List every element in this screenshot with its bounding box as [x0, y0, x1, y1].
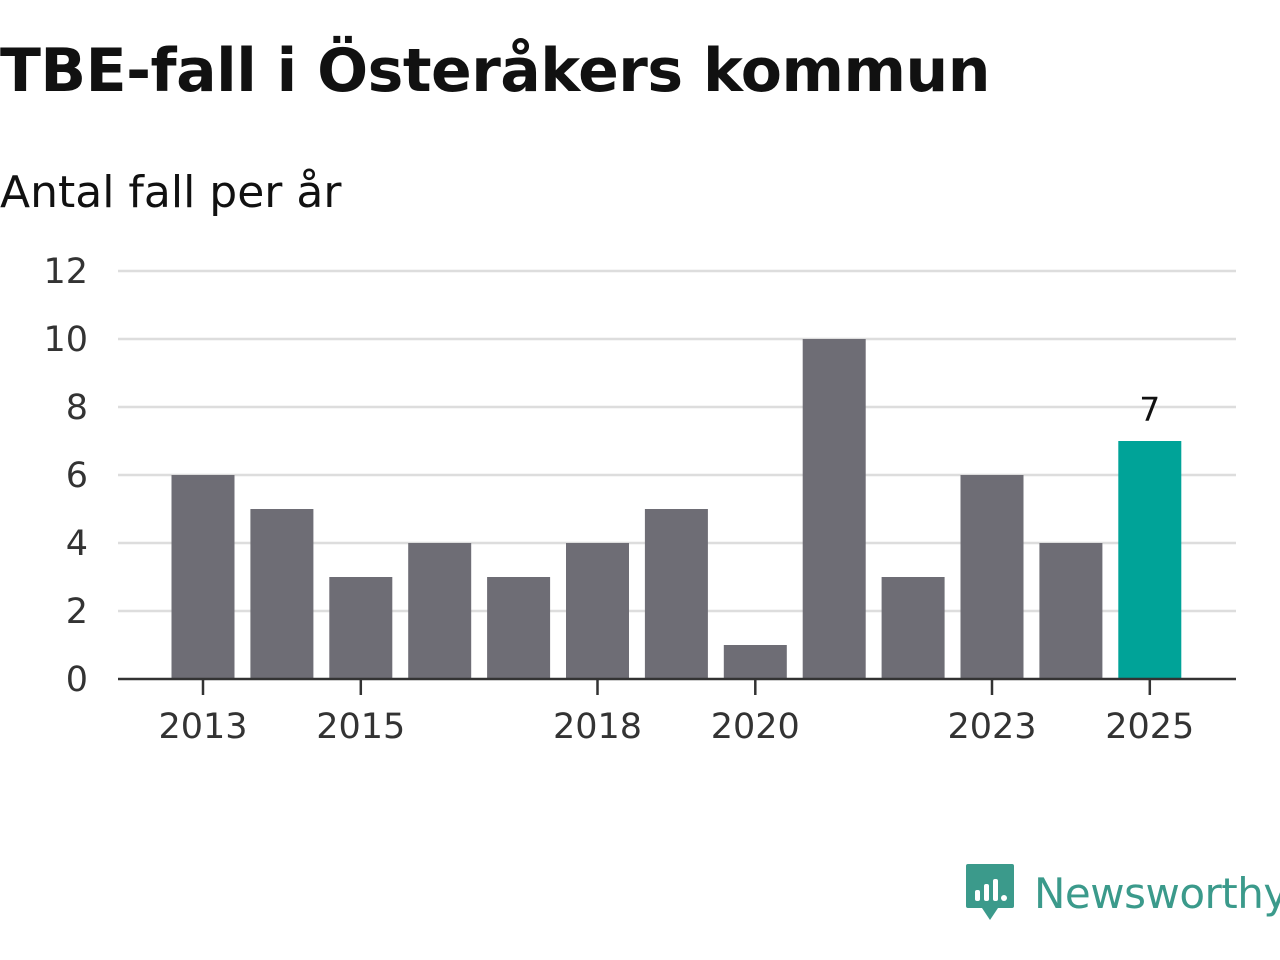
brand-logo: Newsworthy — [964, 862, 1280, 924]
bar-2023 — [960, 475, 1024, 679]
bar-2022 — [881, 577, 945, 679]
bar-2020 — [723, 645, 787, 679]
bar-2015 — [329, 577, 393, 679]
x-tick-label: 2020 — [711, 707, 800, 747]
bar-2024 — [1039, 543, 1103, 679]
y-tick-label: 12 — [43, 252, 88, 292]
newsworthy-logo-icon — [966, 864, 1014, 920]
y-tick-label: 0 — [66, 660, 88, 700]
data-label-2025: 7 — [1139, 390, 1160, 429]
y-tick-label: 10 — [43, 320, 88, 360]
y-tick-label: 4 — [66, 524, 88, 564]
bar-2013 — [171, 475, 235, 679]
bar-2018 — [566, 543, 629, 679]
bar-chart: 0 2 4 6 8 10 12 7 2013 2015 2018 2020 2023 2025 — [43, 252, 1236, 747]
brand-name: Newsworthy — [1034, 868, 1280, 918]
y-tick-label: 2 — [66, 592, 88, 632]
x-tick-label: 2013 — [158, 707, 247, 747]
x-tick-label: 2018 — [553, 707, 642, 747]
bar-2017 — [487, 577, 551, 679]
bar-2014 — [250, 509, 314, 679]
chart-subtitle: Antal fall per år — [0, 167, 342, 218]
bar-2021 — [802, 339, 866, 679]
bar-2025 — [1118, 441, 1182, 679]
y-tick-label: 6 — [66, 456, 88, 496]
y-tick-label: 8 — [66, 388, 88, 428]
bar-2016 — [408, 543, 472, 679]
chart-title: TBE-fall i Österåkers kommun — [0, 36, 990, 106]
x-tick-label: 2025 — [1105, 707, 1194, 747]
bar-2019 — [644, 509, 708, 679]
x-tick-label: 2015 — [316, 707, 405, 747]
x-tick-label: 2023 — [947, 707, 1036, 747]
